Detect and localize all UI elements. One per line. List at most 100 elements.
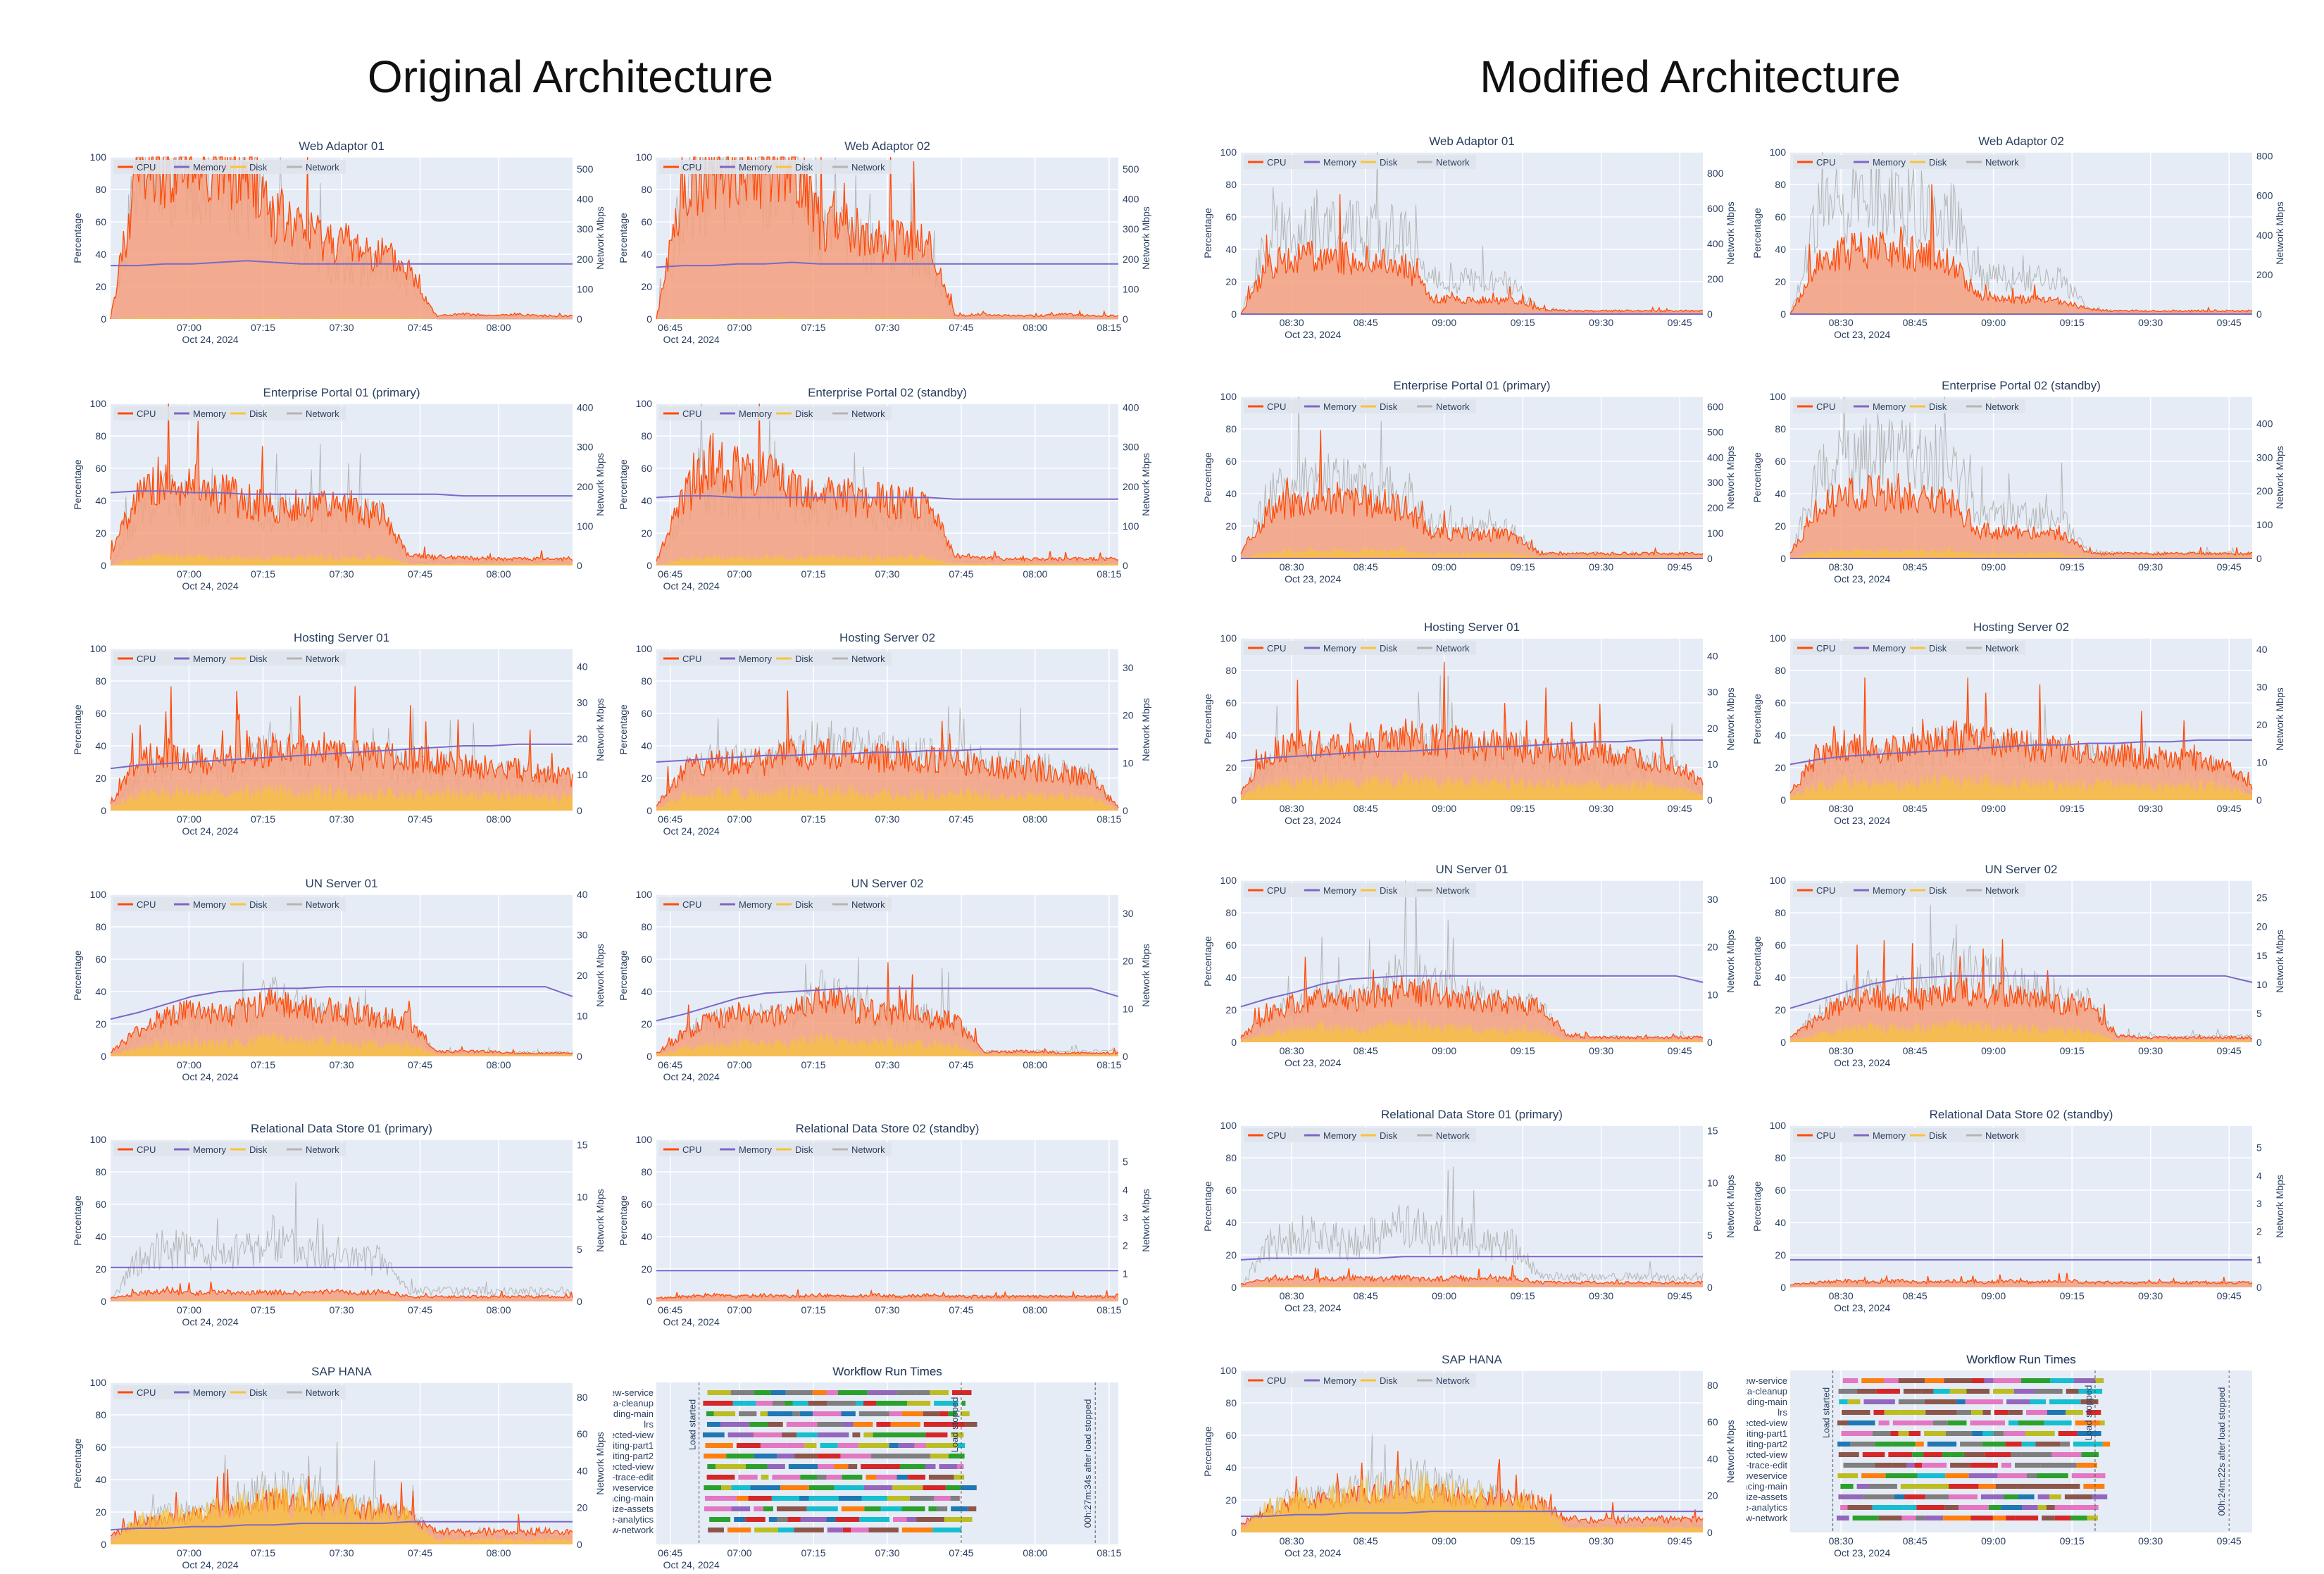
y2-tick-label: 500 [1123,163,1139,175]
legend-label-cpu: CPU [682,162,701,173]
task-run-bar [2038,1494,2049,1499]
task-run-bar [2018,1484,2049,1489]
task-run-bar [1922,1463,1947,1468]
task-run-bar [1904,1494,1925,1499]
legend-label-network: Network [1436,885,1470,896]
task-run-bar [760,1411,768,1416]
task-run-bar [952,1390,971,1395]
legend-label-cpu: CPU [1267,401,1286,412]
load-stopped-label: Load stopped [2083,1385,2094,1441]
legend-label-network: Network [1436,1375,1470,1386]
y2-tick-label: 600 [2256,190,2273,201]
task-run-bar [794,1454,817,1459]
x-tick-label: 08:15 [1097,568,1121,580]
task-run-bar [826,1390,837,1395]
task-run-bar [1884,1378,1899,1383]
y2-axis-label: Network Mbps [594,944,606,1006]
task-label: lrs [644,1419,654,1430]
y-tick-label: 0 [101,1296,106,1307]
y2-tick-label: 0 [1707,794,1713,806]
y-tick-label: 60 [95,1199,106,1210]
x-tick-label: 09:30 [1589,1290,1613,1301]
task-run-bar [1966,1389,1989,1394]
legend-label-disk: Disk [1380,401,1398,412]
legend-label-memory: Memory [193,408,226,419]
task-label: mb-connected-view [1747,1418,1788,1428]
task-run-bar [2008,1410,2023,1415]
x-tick-label: 07:30 [875,1059,899,1070]
y-axis-label: Percentage [1751,694,1763,744]
legend-label-disk: Disk [1929,157,1947,168]
task-run-bar [2022,1452,2052,1457]
task-run-bar [1917,1473,1945,1478]
task-label: mb-disconnected-view [1747,1449,1788,1460]
legend-label-cpu: CPU [682,1144,701,1155]
x-tick-label: 08:30 [1829,1045,1854,1056]
task-run-bar [1949,1484,1979,1489]
task-run-bar [1972,1378,1985,1383]
task-run-bar [1983,1399,2003,1404]
y-tick-label: 40 [95,1474,106,1485]
y-tick-label: 0 [1231,794,1237,806]
y-tick-label: 40 [1775,244,1786,255]
y-axis-label: Percentage [618,459,629,510]
y2-tick-label: 5 [577,1244,582,1255]
legend-label-cpu: CPU [1816,885,1835,896]
task-run-bar [761,1443,786,1448]
task-run-bar [1971,1410,1982,1415]
task-label: mb-trace-edit [613,1472,654,1482]
task-run-bar [2016,1516,2038,1520]
y-tick-label: 40 [95,1231,106,1242]
task-run-bar [716,1464,746,1469]
y2-tick-label: 10 [577,1011,588,1022]
task-run-bar [2101,1473,2106,1478]
task-run-bar [864,1485,892,1490]
y2-tick-label: 40 [577,661,588,673]
x-tick-label: 08:30 [1829,561,1854,573]
task-run-bar [1837,1516,1849,1520]
task-run-bar [939,1411,948,1416]
x-tick-label: 09:45 [2217,1045,2242,1056]
x-tick-label: 08:45 [1354,1045,1378,1056]
x-tick-label: 08:00 [487,322,511,333]
task-run-bar [907,1517,917,1522]
x-tick-label: 08:30 [1829,1290,1854,1301]
legend-label-memory: Memory [739,1144,772,1155]
task-label: extending-main [613,1409,654,1419]
y2-tick-label: 20 [577,733,588,744]
legend-label-network: Network [851,162,885,173]
y-tick-label: 0 [101,1539,106,1550]
y2-tick-label: 200 [1123,254,1139,265]
y-tick-label: 20 [95,1506,106,1518]
task-run-bar [868,1528,898,1532]
task-run-bar [2014,1389,2035,1394]
task-run-bar [1857,1389,1876,1394]
task-run-bar [1956,1399,1966,1404]
legend-label-memory: Memory [1873,401,1906,412]
y-tick-label: 40 [641,495,652,506]
legend-label-disk: Disk [249,408,268,419]
y2-tick-label: 600 [1707,203,1724,214]
legend-label-cpu: CPU [682,654,701,664]
y-tick-label: 60 [641,708,652,719]
task-run-bar [727,1528,751,1532]
y-tick-label: 20 [641,527,652,539]
task-run-bar [838,1443,858,1448]
y2-tick-label: 100 [577,283,594,294]
x-tick-label: 09:30 [1589,1045,1613,1056]
y-tick-label: 40 [641,1231,652,1242]
legend-label-memory: Memory [193,162,226,173]
legend-label-network: Network [1436,157,1470,168]
